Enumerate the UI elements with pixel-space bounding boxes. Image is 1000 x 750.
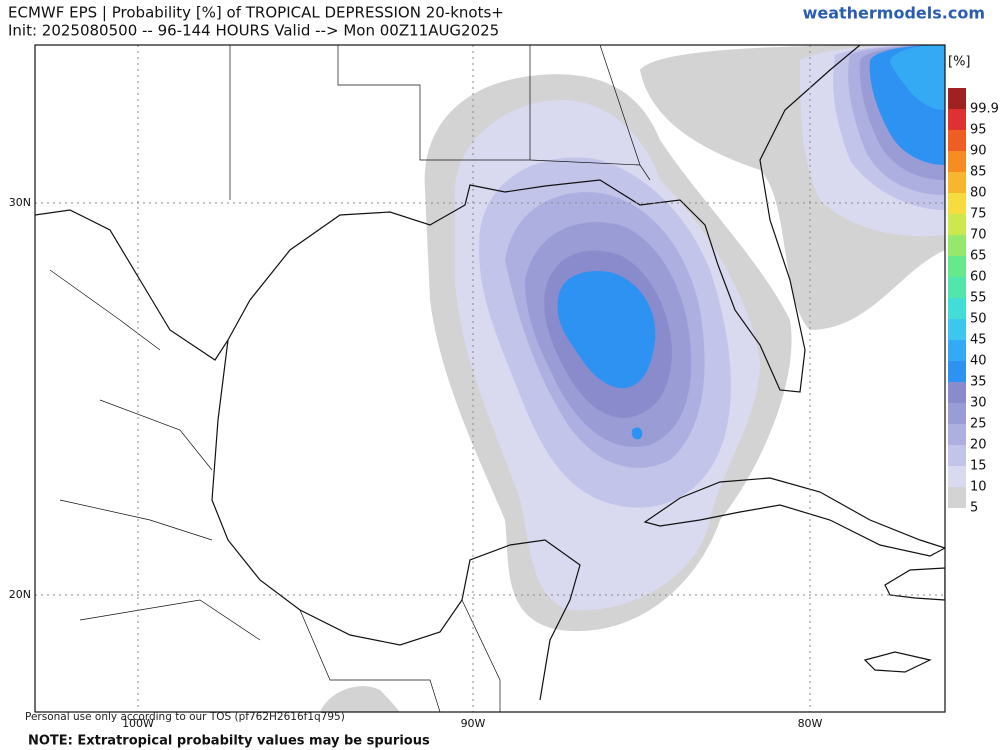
colorbar-label: 70 — [970, 228, 987, 243]
colorbar-label: 35 — [970, 375, 987, 390]
colorbar-label: 99.9 — [970, 102, 999, 117]
colorbar-label: 85 — [970, 165, 987, 180]
colorbar-swatch — [948, 235, 966, 256]
map-frame — [34, 44, 946, 713]
colorbar-label: 55 — [970, 291, 987, 306]
colorbar-label: 25 — [970, 417, 987, 432]
colorbar-swatch — [948, 214, 966, 235]
colorbar-swatch — [948, 109, 966, 130]
probability-contour — [890, 45, 945, 110]
longitude-label: 100W — [122, 717, 154, 730]
colorbar-swatch — [948, 403, 966, 424]
colorbar-swatch — [948, 445, 966, 466]
footnote: NOTE: Extratropical probabilty values ma… — [28, 734, 430, 749]
colorbar-swatch — [948, 172, 966, 193]
colorbar-label: 95 — [970, 123, 987, 138]
coastlines — [35, 45, 945, 712]
colorbar-swatch — [948, 487, 966, 508]
colorbar-label: 40 — [970, 354, 987, 369]
colorbar-swatch — [948, 340, 966, 361]
colorbar-label: 60 — [970, 270, 987, 285]
colorbar-label: 75 — [970, 207, 987, 222]
colorbar-unit: [%] — [948, 55, 971, 70]
hispaniola — [884, 567, 945, 601]
colorbar-label: 50 — [970, 312, 987, 327]
colorbar-swatch — [948, 256, 966, 277]
longitude-label: 80W — [798, 717, 823, 730]
mexico-coast — [211, 339, 581, 701]
jamaica — [863, 651, 932, 673]
probability-contour — [320, 686, 400, 712]
colorbar-swatch — [948, 151, 966, 172]
latitude-label: 30N — [9, 196, 31, 209]
gulf-coast — [35, 45, 861, 393]
graticule: 30N 20N 100W 90W 80W — [9, 45, 945, 730]
colorbar-label: 5 — [970, 501, 978, 516]
probability-contour — [631, 427, 643, 440]
colorbar-swatch — [948, 277, 966, 298]
state-borders — [49, 45, 651, 712]
map-area: 30N 20N 100W 90W 80W — [9, 44, 946, 730]
map-title: ECMWF EPS | Probability [%] of TROPICAL … — [8, 4, 504, 22]
cuba — [643, 477, 945, 557]
site-link[interactable]: weathermodels.com — [803, 4, 985, 23]
latitude-label: 20N — [9, 588, 31, 601]
colorbar-swatch — [948, 361, 966, 382]
colorbar-swatch — [948, 193, 966, 214]
colorbar-label: 65 — [970, 249, 987, 264]
colorbar-swatch — [948, 382, 966, 403]
colorbar-label: 45 — [970, 333, 987, 348]
colorbar: 5 10 15 20 25 30 35 40 45 50 55 60 65 70 75 80 85 90 95 99.… — [948, 88, 999, 516]
colorbar-label: 10 — [970, 480, 987, 495]
colorbar-swatch — [948, 130, 966, 151]
colorbar-label: 90 — [970, 144, 987, 159]
probability-field — [320, 45, 945, 712]
disclaimer: Personal use only according to our TOS (… — [25, 711, 345, 723]
map-subtitle: Init: 2025080500 -- 96-144 HOURS Valid -… — [8, 22, 499, 40]
colorbar-swatch — [948, 88, 966, 109]
colorbar-swatch — [948, 298, 966, 319]
colorbar-swatch — [948, 424, 966, 445]
longitude-label: 90W — [461, 717, 486, 730]
colorbar-swatch — [948, 319, 966, 340]
colorbar-label: 80 — [970, 186, 987, 201]
probability-contour — [557, 270, 656, 389]
colorbar-label: 15 — [970, 459, 987, 474]
colorbar-swatch — [948, 466, 966, 487]
colorbar-label: 30 — [970, 396, 987, 411]
colorbar-label: 20 — [970, 438, 987, 453]
